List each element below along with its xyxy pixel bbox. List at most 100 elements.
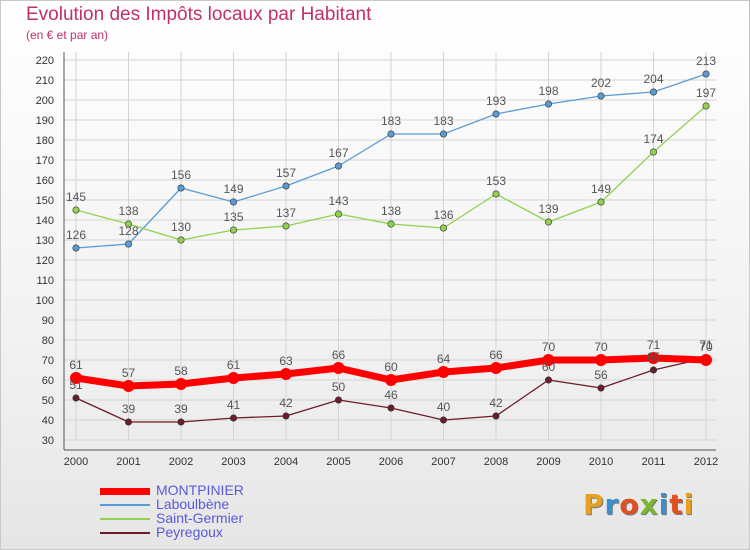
data-point [70, 372, 82, 384]
data-label: 42 [279, 396, 293, 410]
y-tick-label: 150 [36, 195, 54, 207]
data-label: 174 [643, 132, 663, 146]
logo-letter: P [583, 488, 605, 521]
data-point [230, 226, 238, 234]
x-tick-label: 2007 [431, 456, 455, 468]
data-label: 51 [69, 378, 83, 392]
data-label: 70 [699, 340, 713, 354]
y-tick-label: 160 [36, 175, 54, 187]
data-point [227, 372, 240, 384]
y-tick-label: 90 [42, 315, 54, 327]
y-tick-label: 220 [36, 55, 54, 67]
logo-letter: r [604, 488, 620, 521]
data-point [544, 376, 552, 384]
data-point [387, 220, 395, 228]
data-label: 41 [227, 398, 241, 412]
data-point [597, 198, 605, 206]
data-label: 167 [328, 146, 348, 160]
x-tick-label: 2008 [484, 456, 508, 468]
data-point [490, 362, 502, 374]
data-point [439, 224, 447, 232]
data-label: 61 [69, 358, 83, 372]
y-tick-label: 60 [42, 375, 54, 387]
data-label: 64 [437, 352, 451, 366]
data-point [177, 184, 185, 192]
data-label: 156 [171, 168, 191, 182]
x-tick-label: 2000 [64, 456, 88, 468]
legend-swatch [100, 487, 150, 495]
data-label: 66 [332, 348, 346, 362]
data-point [649, 366, 657, 374]
x-tick-label: 2012 [694, 456, 718, 468]
data-label: 145 [66, 190, 86, 204]
x-tick-label: 2001 [116, 456, 140, 468]
y-tick-label: 200 [36, 95, 54, 107]
y-tick-label: 110 [36, 275, 54, 287]
data-point [230, 198, 238, 206]
data-point [647, 352, 660, 364]
data-point [280, 368, 292, 380]
data-point [544, 100, 552, 108]
y-tick-label: 100 [36, 295, 54, 307]
data-point [387, 130, 395, 138]
data-label: 39 [174, 402, 188, 416]
data-point [175, 378, 187, 390]
legend-label: Laboulbène [156, 496, 230, 512]
chart-title: Evolution des Impôts locaux par Habitant [26, 4, 372, 25]
x-tick-label: 2006 [379, 456, 403, 468]
data-label: 138 [381, 204, 401, 218]
logo-letter: i [683, 488, 695, 521]
data-label: 56 [594, 368, 608, 382]
x-tick-label: 2010 [589, 456, 613, 468]
data-label: 139 [538, 202, 558, 216]
data-label: 126 [66, 228, 86, 242]
y-tick-label: 30 [42, 435, 54, 447]
data-label: 153 [486, 174, 506, 188]
y-tick-label: 180 [36, 135, 54, 147]
data-label: 70 [542, 340, 556, 354]
data-point [385, 374, 397, 386]
data-label: 135 [223, 210, 243, 224]
data-point [125, 220, 133, 228]
legend-swatch [100, 518, 150, 520]
data-label: 204 [643, 72, 663, 86]
data-point [282, 182, 290, 190]
data-point [282, 412, 290, 420]
data-point [544, 218, 552, 226]
data-point [72, 244, 80, 252]
x-tick-label: 2005 [326, 456, 350, 468]
data-point [230, 414, 238, 422]
data-point [597, 92, 605, 100]
data-label: 65 [647, 350, 661, 364]
logo-letter: t [669, 488, 684, 521]
data-label: 71 [699, 338, 713, 352]
data-point [439, 130, 447, 138]
data-point [72, 206, 80, 214]
x-tick-label: 2011 [642, 456, 666, 468]
data-label: 57 [122, 366, 136, 380]
data-point [649, 148, 657, 156]
x-tick-label: 2009 [536, 456, 560, 468]
x-tick-label: 2004 [274, 456, 298, 468]
data-point [334, 396, 342, 404]
legend-label: Saint-Germier [156, 510, 244, 526]
data-point [492, 190, 500, 198]
data-label: 157 [276, 166, 296, 180]
data-label: 63 [279, 354, 293, 368]
data-point [125, 418, 133, 426]
data-label: 66 [489, 348, 503, 362]
data-label: 198 [538, 84, 558, 98]
data-point [492, 412, 500, 420]
data-label: 137 [276, 206, 296, 220]
data-label: 213 [696, 54, 716, 68]
data-label: 138 [118, 204, 138, 218]
data-point [177, 418, 185, 426]
data-label: 136 [433, 208, 453, 222]
data-point [702, 102, 710, 110]
legend-swatch [100, 504, 150, 506]
data-label: 60 [542, 360, 556, 374]
proxiti-logo: Proxiti [583, 488, 694, 521]
data-point [492, 110, 500, 118]
legend-label: Peyregoux [156, 524, 223, 540]
y-tick-label: 50 [42, 395, 54, 407]
